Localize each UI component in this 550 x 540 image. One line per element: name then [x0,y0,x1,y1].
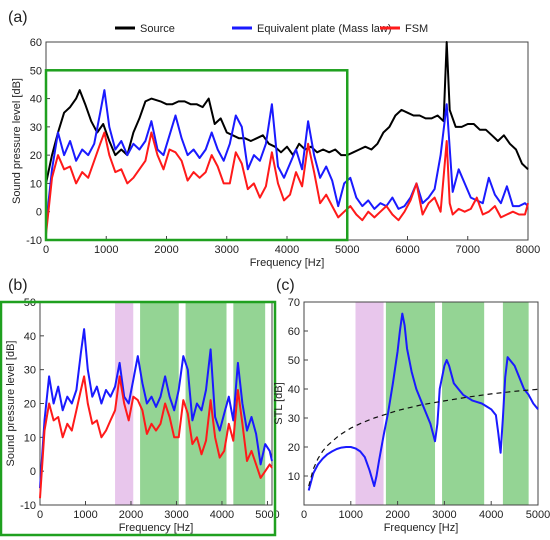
y-axis-label: STL [dB] [273,382,285,424]
x-tick-label: 5000 [255,509,279,521]
y-tick-label: 10 [24,432,36,444]
series-line-1 [308,388,539,487]
y-tick-label: 40 [24,331,36,343]
x-tick-label: 3000 [164,509,188,521]
x-tick-label: 3000 [215,244,239,256]
legend-label: Equivalent plate (Mass law) [257,23,392,35]
y-tick-label: 30 [24,365,36,377]
x-tick-label: 0 [43,244,49,256]
series-line-0 [39,328,273,489]
x-tick-label: 5000 [526,509,550,521]
x-tick-label: 4000 [275,244,299,256]
panel-b: 0 1000 2000 3000 4000 5000-1001020304050Frequ… [0,277,280,537]
y-tick-label: 10 [288,471,300,483]
y-tick-label: 50 [30,65,42,77]
x-tick-label: 3000 [432,509,456,521]
y-tick-label: 0 [36,207,42,219]
highlight-band-2 [442,302,485,505]
y-tick-label: 30 [288,413,300,425]
x-tick-label: 1000 [339,509,363,521]
y-tick-label: 20 [288,442,300,454]
x-axis-label: Frequency [Hz] [119,522,194,534]
panel-label: (b) [8,277,28,294]
series-line-1 [45,89,529,227]
y-tick-label: 40 [288,384,300,396]
panel-a: 0 1000 2000 3000 4000 5000 6000 7000 8000-100102… [8,9,540,269]
legend-label: FSM [405,23,428,35]
y-tick-label: -10 [20,500,36,512]
series-line-0 [307,312,539,491]
plot-frame [45,41,529,241]
series-line-2 [45,131,529,235]
x-tick-label: 7000 [456,244,480,256]
zoom-region-box [44,69,349,242]
y-tick-label: 70 [288,297,300,309]
x-tick-label: 6000 [395,244,419,256]
y-tick-label: 0 [30,466,36,478]
series-line-0 [45,41,529,184]
panel-border [0,300,277,537]
y-tick-label: 60 [30,37,42,49]
y-tick-label: 40 [30,94,42,106]
y-axis-label: Sound pressure level [dB] [5,341,17,467]
y-tick-label: 20 [24,399,36,411]
x-tick-label: 2000 [154,244,178,256]
highlight-band-3 [502,302,529,505]
x-tick-label: 2000 [385,509,409,521]
y-tick-label: -10 [26,235,42,247]
panel-label: (c) [276,277,295,294]
y-tick-label: 20 [30,150,42,162]
x-tick-label: 1000 [73,509,97,521]
x-tick-label: 1000 [94,244,118,256]
highlight-band-2 [185,302,227,505]
y-tick-label: 50 [288,355,300,367]
y-tick-label: 10 [30,178,42,190]
x-tick-label: 4000 [210,509,234,521]
panel-c: 0 1000 2000 3000 4000 5000 10 20 30 40 50 60 70 Frequ… [273,277,550,534]
y-tick-label: 60 [288,326,300,338]
x-tick-label: 2000 [119,509,143,521]
y-tick-label: 30 [30,122,42,134]
y-axis-label: Sound pressure level [dB] [11,78,23,204]
x-tick-label: 5000 [335,244,359,256]
highlight-band-3 [233,302,266,505]
panel-label: (a) [8,9,28,26]
x-axis-label: Frequency [Hz] [384,522,459,534]
legend: Source Equivalent plate (Mass law) FSM [115,23,428,35]
x-tick-label: 4000 [479,509,503,521]
highlight-band-0 [355,302,384,505]
plot-frame [303,301,539,506]
x-tick-label: 0 [37,509,43,521]
x-axis-label: Frequency [Hz] [250,257,325,269]
x-tick-label: 0 [301,509,307,521]
legend-label: Source [140,23,175,35]
series-line-1 [39,375,273,499]
x-tick-label: 8000 [516,244,540,256]
